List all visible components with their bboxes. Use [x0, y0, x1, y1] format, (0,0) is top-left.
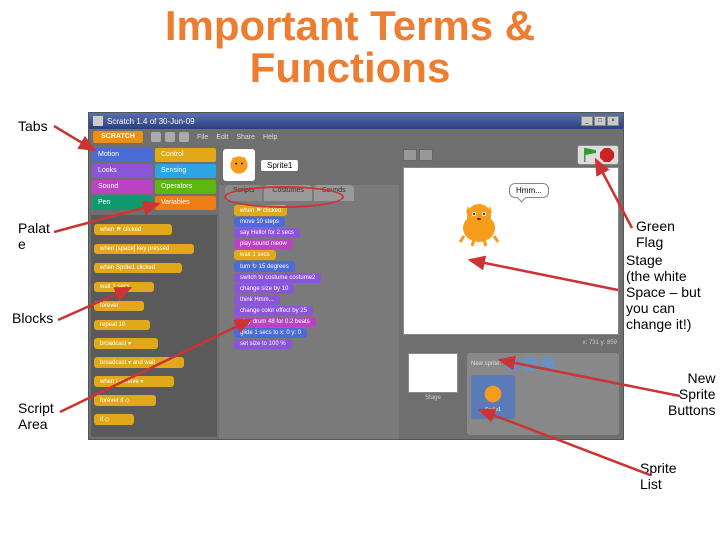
coord-readout: x: 731 y: 859	[399, 337, 623, 349]
menubar: SCRATCH File Edit Share Help	[89, 129, 623, 145]
palette-block[interactable]: when ⚑ clicked	[94, 224, 172, 235]
palette-block[interactable]: when [space] key pressed	[94, 244, 194, 254]
label-sprite-list: Sprite List	[640, 460, 677, 492]
sprite-list: New sprite: Sprite1	[467, 353, 619, 435]
palette-block[interactable]: when Sprite1 clicked	[94, 263, 182, 273]
app-icon	[93, 116, 103, 126]
palette-block[interactable]: if ◇	[94, 414, 134, 425]
category-tab[interactable]: Sensing	[155, 164, 216, 178]
script-block[interactable]: think Hmm...	[234, 295, 280, 305]
category-tab[interactable]: Motion	[92, 148, 153, 162]
close-button[interactable]: ×	[607, 116, 619, 126]
script-block[interactable]: change color effect by 25	[234, 306, 313, 316]
sprite-item-label: Sprite1	[485, 407, 501, 413]
category-tabs: MotionControlLooksSensingSoundOperatorsP…	[89, 145, 219, 213]
script-block[interactable]: move 10 steps	[234, 217, 285, 227]
save-icon[interactable]	[165, 132, 175, 142]
slide-title: Important Terms & Functions	[100, 5, 600, 89]
palette-block[interactable]: forever if ◇	[94, 395, 156, 406]
script-block[interactable]: wait 1 secs	[234, 250, 276, 260]
script-block[interactable]: play drum 48 for 0.2 beats	[234, 317, 316, 327]
palette-block[interactable]: wait 1 secs	[94, 282, 154, 292]
script-canvas[interactable]: when ⚑ clickedmove 10 stepssay Hello! fo…	[222, 201, 396, 436]
scratch-logo: SCRATCH	[93, 131, 143, 143]
label-script-area: Script Area	[18, 400, 54, 432]
palette-block[interactable]: forever	[94, 301, 144, 311]
stage[interactable]: Hmm...	[403, 167, 619, 335]
category-tab[interactable]: Control	[155, 148, 216, 162]
script-block[interactable]: turn ↻ 15 degrees	[234, 261, 295, 272]
label-stage: Stage (the white Space – but you can cha…	[626, 252, 701, 332]
sprite-thumbnail[interactable]	[223, 149, 255, 181]
category-tab[interactable]: Sound	[92, 180, 153, 194]
window-title: Scratch 1.4 of 30-Jun-09	[107, 117, 581, 126]
script-block[interactable]: change size by 10	[234, 284, 294, 294]
scratch-window: Scratch 1.4 of 30-Jun-09 _ □ × SCRATCH F…	[88, 112, 624, 440]
tabs-highlight-circle	[224, 186, 344, 208]
globe-icon[interactable]	[151, 132, 161, 142]
stage-thumb-label: Stage	[425, 395, 441, 401]
category-tab[interactable]: Pen	[92, 196, 153, 210]
stage-thumb-box[interactable]: Stage	[403, 353, 463, 435]
sprite-panel: Stage New sprite: Sprite1	[399, 349, 623, 439]
maximize-button[interactable]: □	[594, 116, 606, 126]
new-sprite-label: New sprite:	[471, 361, 501, 367]
sprite-header: Sprite1	[219, 145, 399, 185]
label-palette: Palat e	[18, 220, 50, 252]
category-tab[interactable]: Looks	[92, 164, 153, 178]
paint-sprite-button[interactable]	[505, 357, 519, 371]
menu-edit[interactable]: Edit	[216, 134, 228, 141]
palette-block[interactable]: when I receive ▾	[94, 376, 174, 387]
label-green-flag: Green Flag	[636, 218, 675, 250]
small-stage-button[interactable]	[403, 149, 417, 161]
palette-block[interactable]: repeat 10	[94, 320, 150, 330]
window-titlebar: Scratch 1.4 of 30-Jun-09 _ □ ×	[89, 113, 623, 129]
cat-sprite[interactable]	[454, 198, 504, 248]
sprite-list-item[interactable]: Sprite1	[471, 375, 515, 419]
stage-thumbnail[interactable]	[408, 353, 458, 393]
stage-controls	[399, 145, 623, 165]
palette-block[interactable]: broadcast ▾ and wait	[94, 357, 184, 368]
script-block[interactable]: switch to costume costume2	[234, 273, 321, 283]
label-new-sprite-buttons: New Sprite Buttons	[668, 370, 715, 418]
palette-block[interactable]: broadcast ▾	[94, 338, 158, 349]
blocks-palette: when ⚑ clicked when [space] key pressed wh…	[91, 215, 217, 437]
label-tabs: Tabs	[18, 118, 48, 134]
full-stage-button[interactable]	[419, 149, 433, 161]
script-block[interactable]: set size to 100 %	[234, 339, 292, 349]
script-block[interactable]: say Hello! for 2 secs	[234, 228, 300, 238]
stop-button[interactable]	[600, 148, 614, 162]
green-flag-button[interactable]	[582, 148, 596, 162]
stage-column: Hmm... x: 731 y: 859 Stage New sprite:	[399, 145, 623, 439]
menu-share[interactable]: Share	[236, 134, 255, 141]
category-tab[interactable]: Variables	[155, 196, 216, 210]
minimize-button[interactable]: _	[581, 116, 593, 126]
menu-file[interactable]: File	[197, 134, 208, 141]
choose-sprite-button[interactable]	[523, 357, 537, 371]
surprise-sprite-button[interactable]	[541, 357, 555, 371]
script-block[interactable]: play sound meow	[234, 239, 293, 249]
category-tab[interactable]: Operators	[155, 180, 216, 194]
script-block[interactable]: glide 1 secs to x: 0 y: 0	[234, 328, 307, 338]
speech-bubble: Hmm...	[509, 183, 549, 198]
palette-column: MotionControlLooksSensingSoundOperatorsP…	[89, 145, 219, 439]
open-icon[interactable]	[179, 132, 189, 142]
label-blocks: Blocks	[12, 310, 53, 326]
menu-help[interactable]: Help	[263, 134, 277, 141]
sprite-name-input[interactable]: Sprite1	[261, 160, 298, 171]
